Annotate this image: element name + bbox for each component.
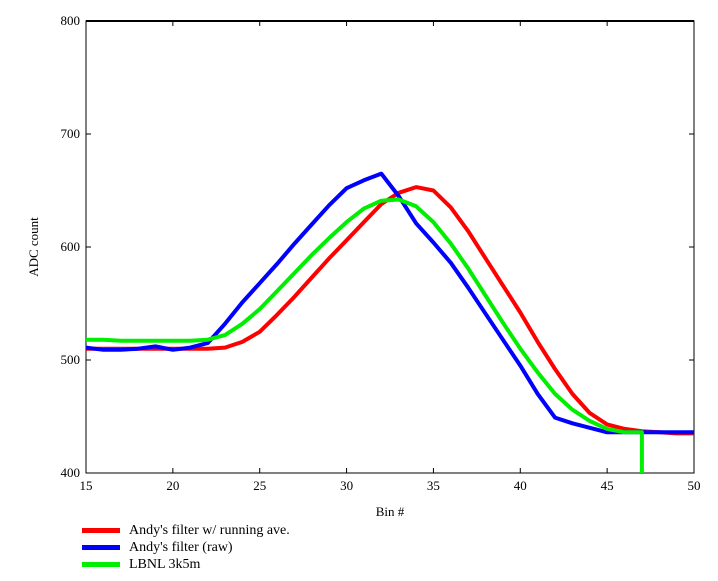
x-tick-label-0: 15 [80,478,93,493]
chart: 15 20 25 30 35 40 45 50 400 500 600 700 800 Bin # AD… [26,13,701,519]
plot-frame [85,20,695,474]
x-tick-label-3: 30 [340,478,353,493]
series-line-3 [86,197,644,473]
y-tick-label-1: 500 [61,352,81,367]
legend-label-series-2: Andy's filter (raw) [129,539,233,555]
y-axis-label: ADC count [26,217,41,277]
x-tick-label-2: 25 [253,478,266,493]
legend: Andy's filter w/ running ave. Andy's fil… [82,522,290,573]
legend-swatch-series-3 [82,562,120,567]
y-tick-label-0: 400 [61,465,81,480]
legend-swatch-series-1 [82,528,120,533]
x-tick-label-6: 45 [601,478,614,493]
x-tick-label-1: 20 [166,478,179,493]
x-tick-label-5: 40 [514,478,527,493]
y-tick-label-3: 700 [61,126,81,141]
legend-item-series-3: LBNL 3k5m [82,556,290,573]
legend-label-series-3: LBNL 3k5m [129,556,201,572]
x-axis-label: Bin # [376,504,405,519]
legend-item-series-1: Andy's filter w/ running ave. [82,522,290,539]
legend-label-series-1: Andy's filter w/ running ave. [129,522,290,538]
legend-swatch-series-2 [82,545,120,550]
legend-item-series-2: Andy's filter (raw) [82,539,290,556]
x-tick-label-7: 50 [688,478,701,493]
series-line-1 [86,185,694,436]
axis-ticks: 15 20 25 30 35 40 45 50 400 500 600 700 800 [61,13,701,493]
series-line-2 [85,171,694,435]
x-tick-label-4: 35 [427,478,440,493]
y-tick-label-4: 800 [61,13,81,28]
y-tick-label-2: 600 [61,239,81,254]
series-lines [85,171,694,473]
